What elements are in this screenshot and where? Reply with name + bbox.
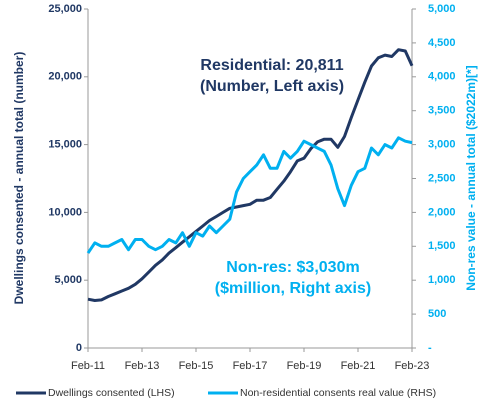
x-tick-label: Feb-11: [71, 360, 105, 372]
x-tick-label: Feb-19: [287, 360, 322, 372]
y2-tick-label: 4,000: [428, 71, 456, 83]
y-tick-label: 25,000: [48, 3, 82, 15]
legend-label: Dwellings consented (LHS): [48, 387, 175, 399]
y2-tick-label: 2,500: [428, 172, 456, 184]
y-axis-title: Dwellings consented - annual total (numb…: [12, 52, 26, 305]
y2-tick-label: 3,000: [428, 139, 456, 151]
y2-axis-title: Non-res value - annual total ($2022m)[*]: [464, 65, 478, 290]
annotation: Residential: 20,811: [200, 57, 343, 74]
y-tick-label: 0: [76, 342, 82, 354]
annotation: Non-res: $3,030m: [226, 259, 359, 276]
y2-tick-label: 5,000: [428, 3, 456, 15]
y2-tick-label: 500: [428, 308, 446, 320]
x-tick-label: Feb-13: [125, 360, 160, 372]
annotation: (Number, Left axis): [200, 78, 344, 95]
y-tick-label: 15,000: [48, 139, 82, 151]
annotation: ($million, Right axis): [215, 280, 371, 297]
y2-tick-label: 4,500: [428, 37, 456, 49]
y-tick-label: 10,000: [48, 206, 82, 218]
y2-tick-label: 1,500: [428, 240, 456, 252]
series-line: [87, 48, 414, 302]
y-tick-label: 20,000: [48, 71, 82, 83]
y-tick-label: 5,000: [54, 274, 82, 286]
legend-label: Non-residential consents real value (RHS…: [240, 387, 436, 399]
y2-tick-label: 3,500: [428, 105, 456, 117]
y2-tick-label: -: [428, 342, 432, 354]
x-tick-label: Feb-17: [233, 360, 268, 372]
x-tick-label: Feb-23: [395, 360, 430, 372]
x-tick-label: Feb-15: [179, 360, 214, 372]
y2-tick-label: 2,000: [428, 206, 456, 218]
x-tick-label: Feb-21: [341, 360, 376, 372]
series-line: [86, 136, 413, 254]
y2-tick-label: 1,000: [428, 274, 456, 286]
